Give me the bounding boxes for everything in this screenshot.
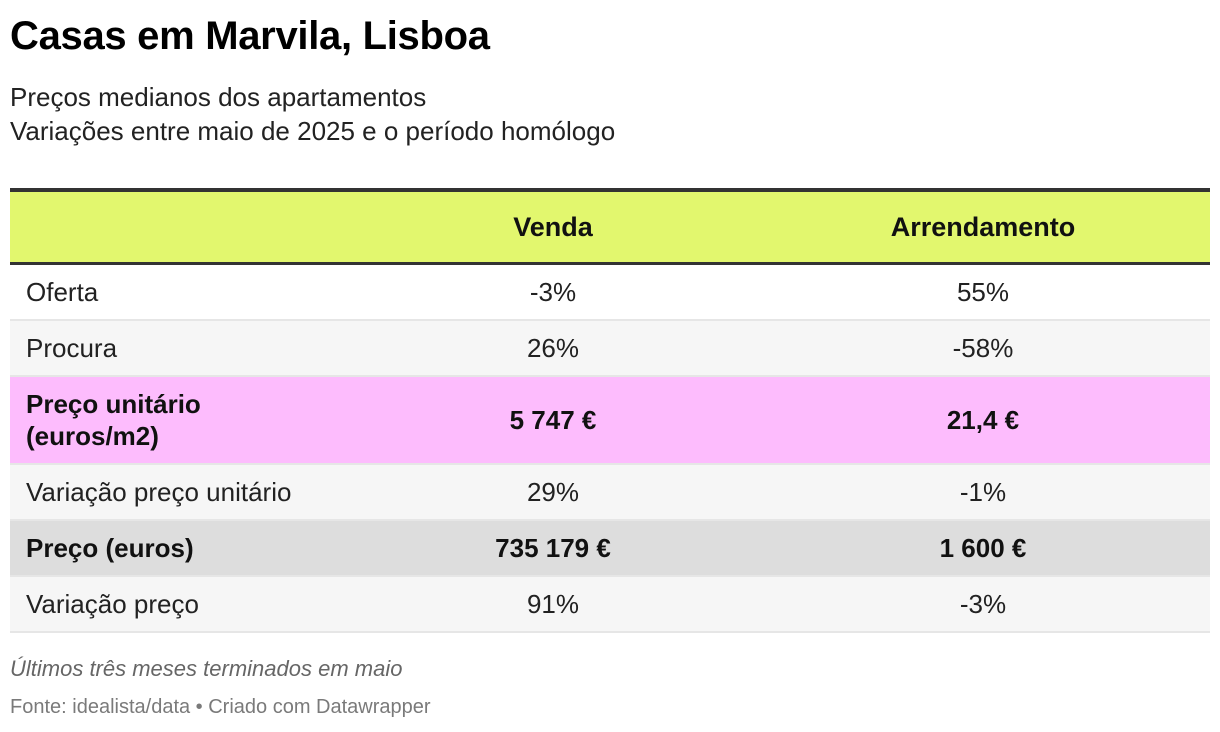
row-label: Variação preço (26, 589, 199, 619)
cell-venda: 29% (526, 476, 580, 507)
cell-arrendamento: 1 600 € (939, 532, 1027, 563)
row-label: Procura (26, 333, 118, 363)
chart-source: Fonte: idealista/data • Criado com Dataw… (10, 696, 431, 718)
table-header: Venda Arrendamento (10, 188, 1210, 265)
table-row: Preço (euros) 735 179 € 1 600 € (10, 521, 1210, 577)
cell-arrendamento: 55% (956, 276, 1010, 307)
cell-arrendamento: -3% (959, 588, 1007, 619)
table-row: Variação preço unitário 29% -1% (10, 465, 1210, 521)
table-row: Preço unitário (euros/m2) 5 747 € 21,4 € (10, 377, 1210, 465)
chart-subtitle-line-2: Variações entre maio de 2025 e o período… (10, 116, 616, 146)
cell-venda: 26% (526, 332, 580, 363)
cell-venda: 735 179 € (495, 532, 611, 563)
cell-venda: 5 747 € (509, 404, 597, 435)
table-row: Variação preço 91% -3% (10, 577, 1210, 633)
data-table: Venda Arrendamento Oferta -3% 55% Procura 26… (10, 188, 1210, 633)
row-label: Oferta (26, 277, 99, 307)
row-label: Preço (euros) (26, 533, 194, 563)
header-venda: Venda (513, 211, 593, 242)
chart-subtitle-line-1: Preços medianos dos apartamentos (10, 82, 427, 112)
cell-venda: -3% (529, 276, 577, 307)
table-body: Oferta -3% 55% Procura 26% -58% Preço unitário… (10, 265, 1210, 633)
table-row: Procura 26% -58% (10, 321, 1210, 377)
cell-venda: 91% (526, 588, 580, 619)
row-label: Variação preço unitário (26, 477, 292, 507)
chart-title: Casas em Marvila, Lisboa (10, 14, 490, 58)
cell-arrendamento: -58% (952, 332, 1014, 363)
cell-arrendamento: 21,4 € (946, 404, 1020, 435)
header-arrendamento: Arrendamento (890, 211, 1076, 242)
cell-arrendamento: -1% (959, 476, 1007, 507)
row-label: Preço unitário (euros/m2) (26, 389, 201, 451)
table-row: Oferta -3% 55% (10, 265, 1210, 321)
chart-notes: Últimos três meses terminados em maio (10, 656, 403, 681)
